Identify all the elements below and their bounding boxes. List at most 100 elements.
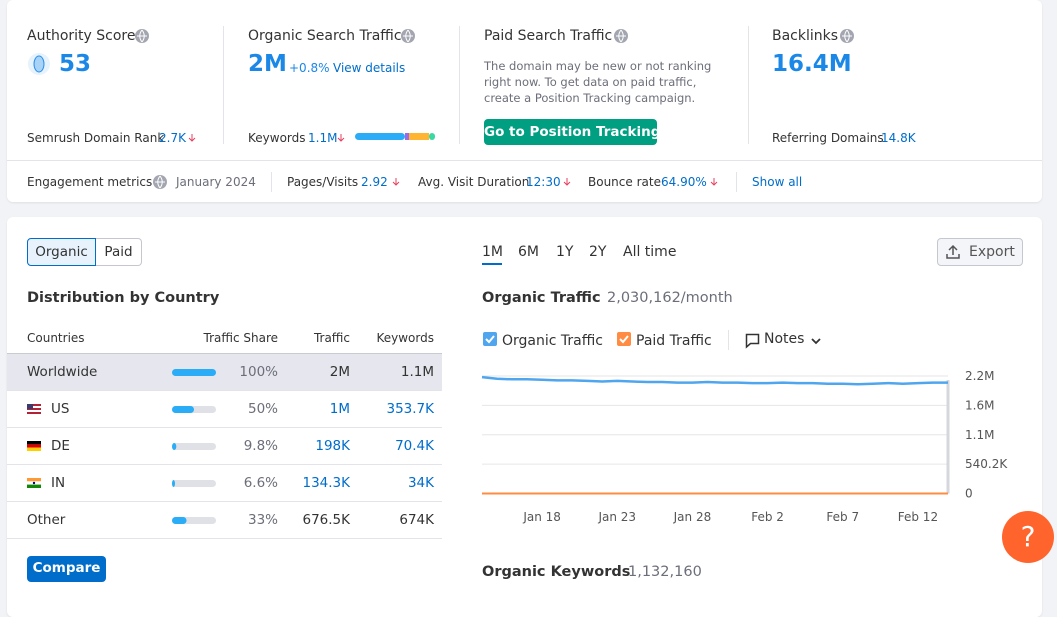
traffic[interactable]: 134.3K — [302, 474, 350, 491]
divider — [736, 172, 737, 192]
keywords-bar — [355, 133, 435, 140]
flag — [27, 403, 41, 414]
position-tracking-button[interactable]: Go to Position Tracking — [484, 119, 660, 145]
country[interactable]: US — [51, 400, 70, 417]
keywords[interactable]: 34K — [407, 474, 434, 491]
divider — [271, 172, 272, 192]
share-label: 9.8% — [243, 437, 278, 454]
country: Other — [27, 511, 66, 528]
y-tick-label: 1.1M — [965, 428, 994, 442]
metric-value: 12:30 — [526, 175, 561, 189]
period-2y[interactable]: 2Y — [589, 244, 607, 260]
message: create a Position Tracking campaign. — [484, 91, 696, 105]
view-details-link[interactable]: View details — [333, 61, 406, 75]
divider — [748, 26, 749, 144]
period-6m[interactable]: 6M — [518, 244, 539, 260]
chart: 0 540.2K 1.1M 1.6M 2.2M Jan 18 Jan 23 Jan 28 Feb… — [481, 332, 1008, 524]
down-arrow — [392, 178, 400, 186]
main-card — [7, 217, 1042, 617]
country[interactable]: DE — [51, 437, 70, 454]
row-divider — [7, 353, 442, 354]
row-divider — [7, 390, 442, 391]
period-1m[interactable]: 1M — [482, 244, 503, 260]
legend-checkbox[interactable] — [617, 332, 631, 346]
info-icon — [153, 175, 167, 189]
y-tick-label: 1.6M — [965, 398, 994, 412]
share-bar — [172, 442, 216, 450]
column-header: Traffic Share — [203, 331, 279, 345]
share-label: 100% — [239, 363, 278, 380]
page: Authority Score 53 Semrush Domain Rank 2… — [7, 0, 1054, 617]
down-arrow — [188, 134, 196, 142]
row-divider — [7, 501, 442, 502]
tab-paid[interactable]: Paid — [96, 238, 142, 266]
legend-label: Organic Traffic — [502, 333, 603, 349]
score-icon — [28, 53, 50, 75]
divider — [7, 160, 1042, 161]
info-icon — [135, 29, 149, 43]
bar — [172, 368, 216, 376]
rank-value[interactable]: 2.7K — [159, 131, 186, 145]
legend-checkbox[interactable] — [483, 332, 497, 346]
legend-label: Paid Traffic — [636, 333, 712, 349]
share-bar — [172, 368, 216, 376]
metric-value: 2.92 — [361, 175, 388, 189]
label: Referring Domains — [772, 131, 884, 145]
label: Pages/Visits — [287, 175, 359, 189]
down-arrow — [563, 178, 571, 186]
down-arrow — [337, 134, 345, 142]
domains-value[interactable]: 14.8K — [881, 131, 916, 145]
section-title: Distribution by Country — [27, 290, 220, 306]
info-icon — [401, 29, 415, 43]
traffic: 2M — [329, 363, 350, 380]
message: The domain may be new or not ranking — [484, 59, 712, 73]
country: Worldwide — [27, 363, 98, 380]
period-all[interactable]: All time — [623, 244, 677, 260]
column-header: Countries — [27, 331, 85, 345]
keywords[interactable]: 70.4K — [395, 437, 434, 454]
flag — [27, 440, 41, 451]
divider — [223, 26, 224, 144]
period-1y[interactable]: 1Y — [556, 244, 574, 260]
share-bar — [172, 516, 216, 524]
share-label: 33% — [247, 511, 278, 528]
period-underline — [482, 263, 502, 265]
label: Avg. Visit Duration — [418, 175, 530, 189]
y-tick-label: 2.2M — [965, 369, 994, 383]
chart-title: Organic Traffic — [482, 290, 601, 306]
keywords[interactable]: 353.7K — [386, 400, 434, 417]
bar — [172, 442, 177, 450]
label: Keywords — [248, 131, 306, 145]
share-label: 6.6% — [243, 474, 278, 491]
authority-score: 53 — [59, 51, 92, 77]
keywords-value[interactable]: 1.1M — [308, 131, 338, 145]
notes-label[interactable]: Notes — [764, 331, 805, 347]
export-button[interactable] — [937, 238, 1023, 266]
country[interactable]: IN — [51, 474, 66, 491]
change: +0.8% — [289, 61, 330, 75]
x-tick-label: Feb 2 — [751, 510, 784, 524]
row-divider — [7, 464, 442, 465]
tab-organic[interactable]: Organic — [27, 238, 96, 266]
traffic[interactable]: 1M — [329, 400, 350, 417]
share-bar — [172, 405, 216, 413]
export-label: Export — [969, 244, 1015, 260]
x-tick-label: Feb 7 — [826, 510, 859, 524]
help-button[interactable]: ? — [1002, 511, 1054, 563]
bar-track — [172, 479, 216, 487]
y-tick-label: 540.2K — [965, 457, 1008, 471]
check — [619, 335, 629, 344]
info-icon — [614, 29, 628, 43]
x-tick-label: Jan 23 — [597, 510, 636, 524]
metric-value: 64.90% — [661, 175, 707, 189]
backlinks-value: 16.4M — [772, 51, 852, 77]
x-tick-label: Jan 28 — [673, 510, 712, 524]
organic-traffic: 2M — [248, 51, 287, 77]
show-all-link[interactable]: Show all — [752, 175, 803, 189]
share-bar — [172, 479, 216, 487]
x-tick-label: Feb 12 — [898, 510, 938, 524]
row-divider — [7, 538, 442, 539]
label: Engagement metrics — [27, 175, 153, 189]
bar — [172, 516, 187, 524]
traffic[interactable]: 198K — [315, 437, 350, 454]
